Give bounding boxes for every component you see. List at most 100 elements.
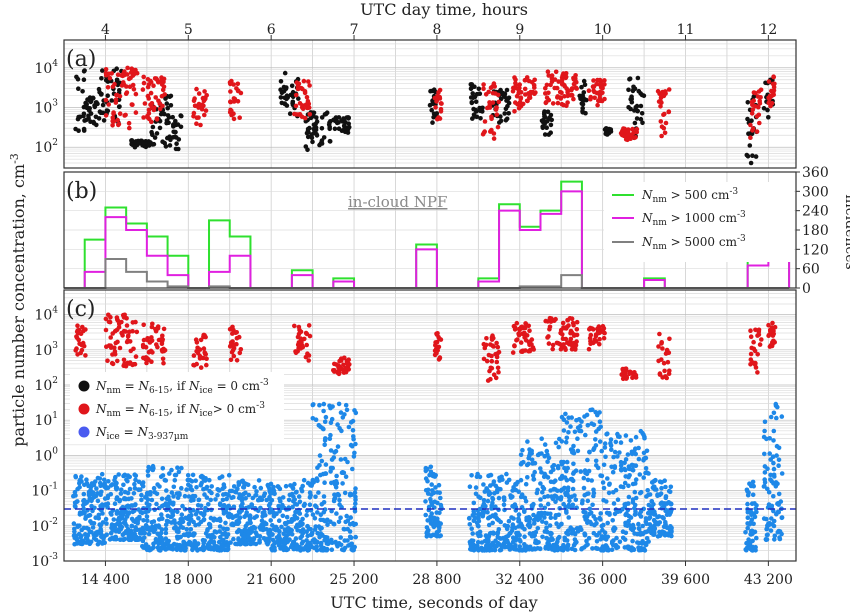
point (76, 337, 81, 343)
point (516, 105, 522, 111)
point (470, 513, 476, 518)
point (542, 529, 548, 534)
point (559, 439, 565, 444)
point (584, 538, 589, 544)
point (770, 333, 776, 338)
point (282, 536, 287, 542)
point (104, 521, 109, 526)
point (143, 356, 148, 362)
y-axis-label-sup: -3 (8, 153, 21, 164)
point (339, 358, 344, 363)
point (163, 144, 169, 149)
bottom-tick-label: 18 000 (164, 572, 213, 588)
point (490, 505, 496, 511)
point (75, 323, 80, 329)
point (591, 84, 596, 90)
point (567, 498, 572, 504)
point (655, 88, 661, 94)
point (263, 512, 268, 518)
point (777, 535, 782, 540)
point (127, 532, 132, 537)
point (530, 473, 536, 478)
point (339, 470, 345, 476)
point (565, 89, 570, 95)
point (234, 358, 240, 363)
point (496, 495, 502, 501)
right-tick-label: 180 (802, 223, 829, 239)
point (204, 93, 209, 98)
point (431, 114, 436, 120)
right-tick-label: 120 (802, 242, 829, 258)
point (510, 539, 516, 545)
point (595, 102, 600, 108)
point (343, 369, 349, 375)
point (173, 118, 178, 124)
point (558, 497, 564, 502)
point (342, 355, 347, 361)
point (345, 538, 350, 543)
point (244, 481, 249, 487)
point (589, 521, 594, 527)
y-tick-base: 10 (31, 484, 49, 500)
point (283, 483, 289, 489)
point (174, 141, 179, 146)
point (83, 535, 89, 541)
point (310, 512, 316, 517)
point (253, 492, 259, 498)
point (627, 466, 632, 472)
point (350, 466, 355, 472)
point (776, 491, 782, 497)
bottom-tick-label: 25 200 (330, 572, 379, 588)
point (630, 538, 635, 544)
point (196, 91, 202, 96)
point (776, 463, 781, 469)
point (522, 330, 527, 336)
point (330, 404, 335, 409)
point (575, 436, 580, 442)
point (202, 97, 207, 103)
point (151, 485, 157, 491)
point (231, 484, 237, 489)
point (169, 490, 175, 495)
series-a-red (103, 65, 777, 143)
point (516, 332, 522, 338)
point (293, 350, 299, 356)
point (570, 342, 576, 347)
point (200, 537, 206, 543)
point (170, 114, 175, 120)
point (641, 506, 646, 512)
point (143, 509, 149, 515)
point (292, 481, 297, 487)
point (523, 498, 529, 504)
point (340, 415, 346, 420)
y-tick-exp: 4 (52, 59, 58, 69)
point (504, 538, 510, 543)
point (83, 540, 89, 545)
point (768, 472, 773, 478)
point (215, 492, 220, 498)
point (171, 494, 176, 499)
point (121, 496, 127, 502)
point (755, 94, 761, 99)
point (151, 83, 156, 88)
point (111, 517, 117, 522)
point (597, 530, 602, 536)
point (198, 365, 204, 370)
point (230, 324, 235, 330)
point (196, 101, 202, 107)
point (766, 115, 771, 120)
point (271, 514, 277, 519)
point (772, 533, 778, 539)
point (112, 349, 118, 354)
point (111, 110, 116, 115)
point (438, 495, 443, 501)
point (171, 484, 177, 490)
point (607, 511, 612, 516)
point (108, 335, 113, 340)
point (306, 79, 311, 84)
point (99, 489, 104, 495)
point (751, 521, 756, 527)
point (352, 509, 358, 514)
point (423, 476, 429, 481)
point (301, 477, 307, 483)
